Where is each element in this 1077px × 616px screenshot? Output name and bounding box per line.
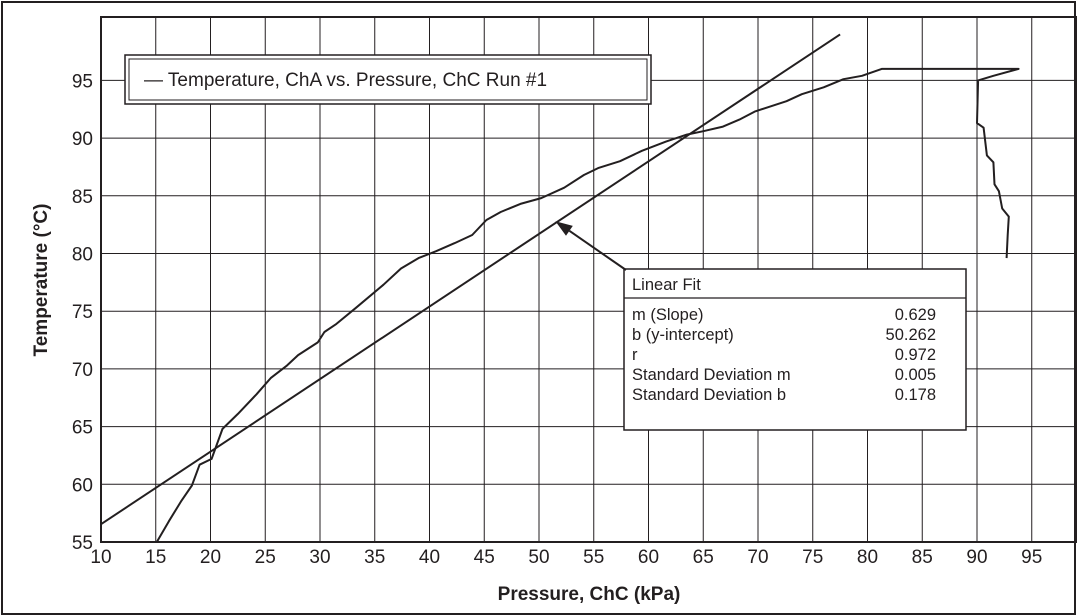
fit-row-value: 50.262 [886,326,936,344]
x-tick-label: 60 [638,547,659,568]
fit-box-frame [623,268,967,431]
fit-row-value: 0.178 [895,386,936,404]
x-tick-label: 80 [857,547,878,568]
arrow-shaft [568,230,627,271]
y-tick-label: 55 [72,533,93,554]
fit-row-label: m (Slope) [632,306,704,324]
x-tick-label: 15 [145,547,166,568]
fit-row-value: 0.629 [895,306,936,324]
y-tick-label: 60 [72,475,93,496]
fit-row-label: Standard Deviation m [632,366,791,384]
legend-box [124,54,652,105]
x-tick-label: 30 [309,547,330,568]
x-tick-label: 65 [693,547,714,568]
series-line-linear-fit [100,33,841,526]
fit-arrow [555,221,627,271]
legend-entry: — Temperature, ChA vs. Pressure, ChC Run… [144,70,547,91]
x-tick-label: 95 [1021,547,1042,568]
fit-box-title: Linear Fit [632,276,701,294]
y-tick-label: 65 [72,418,93,439]
x-tick-label: 55 [583,547,604,568]
x-tick-label: 75 [802,547,823,568]
fit-row-label: b (y-intercept) [632,326,734,344]
x-axis-label: Pressure, ChC (kPa) [498,584,681,605]
linear-fit-box: Linear Fit m (Slope) 0.629 b (y-intercept)… [623,268,967,431]
fit-row-value: 0.972 [895,346,936,364]
x-tick-label: 50 [528,547,549,568]
y-tick-label: 80 [72,245,93,266]
series-line-temperature [155,67,1020,543]
tick-labels: 10 15 20 25 30 35 40 45 50 55 60 65 70 75 80 85 90 95 55 60… [72,71,1042,568]
x-tick-label: 85 [912,547,933,568]
y-tick-label: 85 [72,187,93,208]
y-tick-label: 70 [72,360,93,381]
x-tick-label: 25 [255,547,276,568]
legend: — Temperature, ChA vs. Pressure, ChC Run… [124,54,652,105]
plot-area-border [100,16,1077,543]
data-series [100,33,1020,543]
y-tick-label: 95 [72,71,93,92]
arrow-head [555,221,573,236]
fit-row-label: Standard Deviation b [632,386,786,404]
x-tick-label: 35 [364,547,385,568]
fit-row-value: 0.005 [895,366,936,384]
x-tick-label: 20 [200,547,221,568]
legend-box-inner [128,58,648,101]
x-tick-label: 10 [90,547,111,568]
x-tick-label: 40 [419,547,440,568]
x-tick-label: 45 [474,547,495,568]
y-tick-label: 90 [72,129,93,150]
y-tick-label: 75 [72,302,93,323]
y-axis-label: Temperature (°C) [31,204,52,357]
x-tick-label: 70 [747,547,768,568]
fit-row-label: r [632,346,638,364]
x-tick-label: 90 [966,547,987,568]
